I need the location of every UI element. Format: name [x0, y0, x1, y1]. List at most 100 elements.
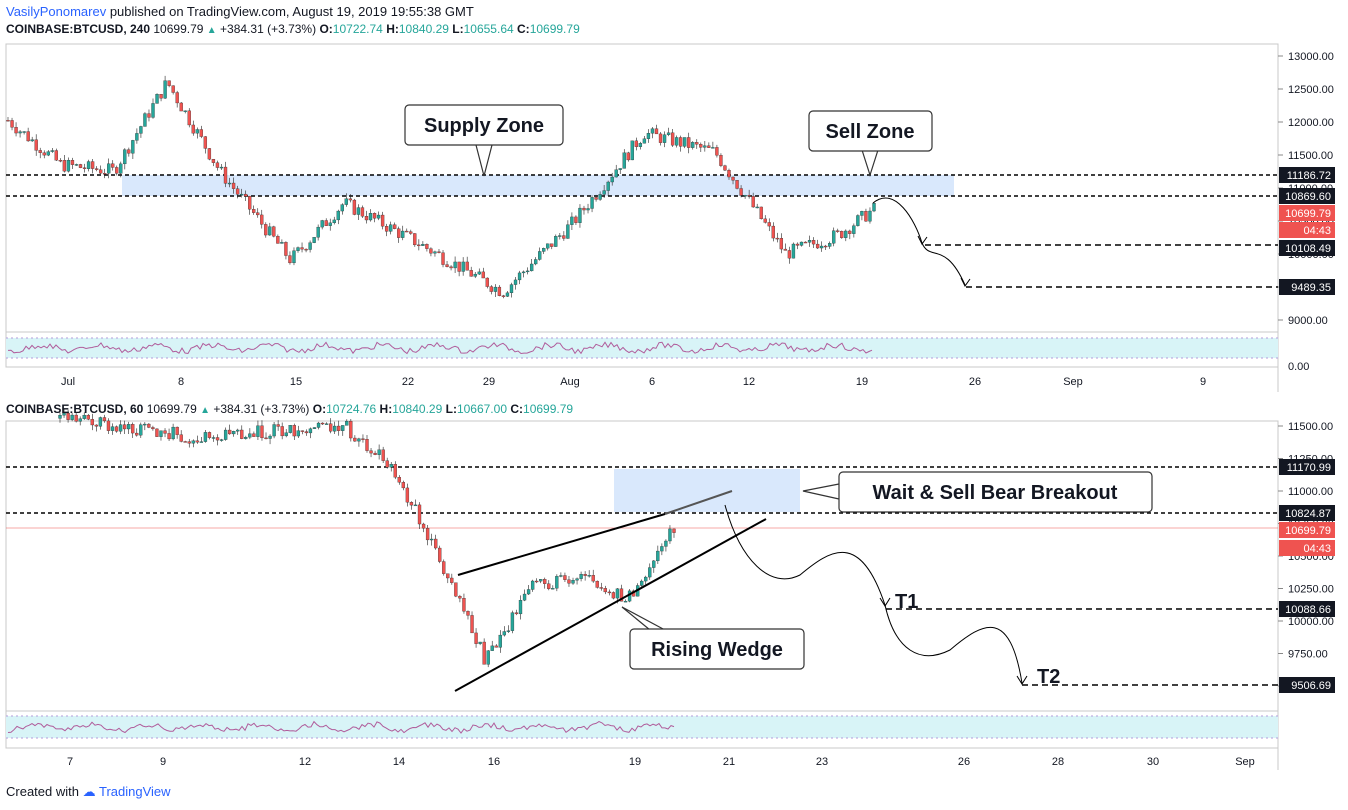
- candle-body: [199, 129, 203, 137]
- candle-body: [195, 440, 199, 443]
- price-tag-label: 10699.79: [1285, 525, 1331, 537]
- date-tick-label: 28: [1052, 756, 1064, 768]
- pane1[interactable]: 0.00 Supply Zone Sell Zone: [5, 43, 1309, 392]
- candle-body: [26, 131, 30, 142]
- date-tick-label: 26: [969, 376, 981, 388]
- candle-body: [368, 213, 373, 221]
- pane2[interactable]: T1 T2 Wait & Sell Bear Breakout Rising W…: [5, 408, 1279, 770]
- candle-body: [571, 580, 575, 584]
- candle-body: [603, 588, 607, 593]
- candle-body: [159, 430, 163, 437]
- rising-wedge-callout[interactable]: Rising Wedge: [621, 606, 805, 670]
- pane1-change: +384.31 (+3.73%): [220, 22, 317, 36]
- candle-body: [856, 215, 860, 226]
- candle-body: [119, 163, 123, 174]
- candle-body: [272, 424, 276, 437]
- footer-brand-link[interactable]: TradingView: [99, 784, 171, 799]
- price-tag-box: [1279, 205, 1335, 221]
- candle-body: [364, 216, 369, 221]
- candle-body: [759, 206, 763, 220]
- candle-body: [453, 261, 457, 269]
- candle-body: [284, 242, 288, 256]
- candle-body: [401, 230, 405, 238]
- candle-body: [280, 242, 284, 244]
- candle-body: [646, 133, 651, 139]
- candle-body: [22, 131, 26, 133]
- candle-body: [586, 208, 590, 211]
- candle-body: [566, 224, 570, 239]
- candle-body: [320, 422, 325, 425]
- candle-body: [360, 207, 365, 217]
- pane2-rsi-band: [6, 716, 1278, 738]
- pane2-high-label: H:: [379, 402, 393, 416]
- target-t1: T1: [895, 591, 918, 613]
- candle-body: [264, 437, 268, 440]
- pane1-candles: [6, 75, 876, 299]
- pane1-open: 10722.74: [332, 22, 383, 36]
- bear-breakout-label: Wait & Sell Bear Breakout: [873, 482, 1118, 504]
- candle-body: [711, 147, 715, 149]
- candle-body: [644, 576, 648, 582]
- candle-body: [478, 641, 482, 644]
- rising-wedge-callout-pointer: [621, 606, 666, 631]
- candle-body: [248, 433, 252, 438]
- candle-body: [6, 120, 10, 122]
- date-tick-label: 26: [958, 756, 970, 768]
- author-link[interactable]: VasilyPonomarev: [6, 4, 107, 19]
- candle-body: [352, 199, 357, 215]
- candle-body: [558, 235, 562, 237]
- candle-body: [191, 440, 195, 444]
- candle-body: [567, 579, 571, 584]
- date-tick-label: 16: [488, 756, 500, 768]
- candle-body: [425, 528, 430, 541]
- candle-body: [664, 540, 668, 547]
- candle-body: [191, 124, 195, 134]
- sell-zone-callout-box: [808, 110, 933, 152]
- candle-body: [143, 423, 147, 426]
- candle-body: [497, 286, 502, 296]
- candle-body: [650, 128, 655, 134]
- candle-body: [260, 214, 264, 225]
- candle-body: [437, 251, 441, 253]
- candle-body: [372, 213, 377, 219]
- candle-body: [501, 295, 506, 297]
- pane1-arrow-head-2: [960, 277, 971, 287]
- candle-body: [94, 168, 99, 170]
- candle-body: [421, 523, 426, 529]
- candle-body: [731, 176, 735, 181]
- candle-body: [248, 196, 252, 210]
- candle-body: [296, 430, 300, 437]
- sell-zone-callout[interactable]: Sell Zone: [808, 110, 933, 177]
- price-tag-label: 10699.79: [1285, 208, 1331, 220]
- candle-body: [513, 279, 518, 285]
- candle-body: [429, 248, 433, 254]
- candle-body: [509, 284, 514, 294]
- price-tag-box: [1279, 601, 1335, 617]
- pane2-low: 10667.00: [456, 402, 507, 416]
- price-tick-label: 10000.00: [1288, 616, 1334, 628]
- candle-body: [288, 425, 292, 433]
- candle-body: [111, 163, 115, 168]
- candle-body: [551, 588, 555, 590]
- pane1-supply-zone: [122, 175, 954, 196]
- candle-body: [131, 424, 135, 434]
- candle-body: [207, 148, 212, 160]
- candle-body: [595, 580, 599, 588]
- candle-body: [832, 230, 836, 244]
- candle-body: [122, 424, 127, 430]
- bear-breakout-callout[interactable]: Wait & Sell Bear Breakout: [802, 471, 1153, 513]
- supply-zone-callout[interactable]: Supply Zone: [404, 104, 564, 177]
- candle-body: [167, 80, 171, 86]
- price-tag-box: [1279, 540, 1335, 556]
- candle-body: [707, 145, 711, 148]
- candle-body: [807, 240, 812, 243]
- candle-body: [542, 248, 546, 252]
- candle-body: [183, 441, 187, 443]
- candle-body: [534, 259, 538, 265]
- candle-body: [147, 113, 151, 118]
- candle-body: [615, 588, 620, 599]
- candle-body: [66, 412, 70, 420]
- date-tick-label: 29: [483, 376, 495, 388]
- candle-body: [288, 255, 292, 264]
